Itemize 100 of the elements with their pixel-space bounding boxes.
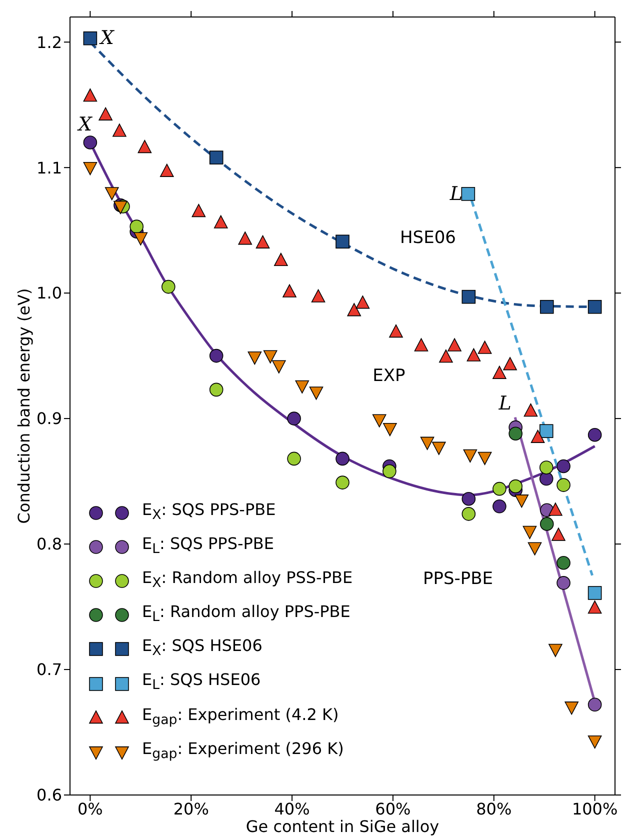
annotation: L bbox=[498, 392, 512, 414]
annotation: EXP bbox=[372, 366, 406, 386]
point bbox=[478, 340, 492, 354]
legend-label: E$_{X}$: SQS HSE06 bbox=[142, 635, 262, 662]
point bbox=[162, 280, 176, 294]
point bbox=[588, 600, 602, 614]
point bbox=[508, 426, 522, 441]
y-tick-label: 1.1 bbox=[36, 158, 62, 178]
point bbox=[588, 300, 602, 314]
point bbox=[556, 459, 570, 474]
point bbox=[552, 528, 566, 541]
point bbox=[478, 452, 492, 465]
x-tick-label: 100% bbox=[572, 799, 618, 818]
point bbox=[462, 290, 476, 304]
point bbox=[130, 220, 144, 234]
point bbox=[492, 482, 506, 496]
point bbox=[548, 644, 562, 657]
annotation: X bbox=[76, 113, 94, 136]
point bbox=[263, 350, 278, 364]
point bbox=[209, 382, 224, 397]
point bbox=[336, 234, 350, 249]
point bbox=[134, 232, 148, 246]
point bbox=[104, 187, 119, 200]
y-axis-title: Conduction band energy (eV) bbox=[14, 288, 34, 524]
y-tick-label: 0.9 bbox=[36, 409, 62, 428]
annotation: PPS-PBE bbox=[422, 569, 494, 589]
point bbox=[192, 204, 206, 218]
annotation: L bbox=[448, 182, 462, 205]
point bbox=[114, 200, 128, 214]
point bbox=[138, 140, 152, 154]
point bbox=[336, 452, 350, 466]
point bbox=[556, 478, 570, 492]
point bbox=[287, 452, 301, 466]
point bbox=[540, 300, 554, 314]
point bbox=[83, 136, 98, 150]
point bbox=[466, 348, 481, 362]
point bbox=[83, 162, 98, 176]
legend-label: E$_{gap}$: Experiment (296 K) bbox=[142, 738, 344, 764]
x-axis-title: Ge content in SiGe alloy bbox=[246, 817, 440, 836]
point bbox=[588, 586, 602, 600]
point bbox=[336, 476, 350, 490]
point bbox=[508, 479, 522, 494]
point bbox=[347, 303, 362, 316]
x-tick-label: 80% bbox=[476, 799, 512, 818]
point bbox=[492, 499, 506, 514]
point bbox=[209, 150, 224, 164]
point bbox=[389, 324, 403, 338]
point bbox=[414, 338, 428, 352]
point bbox=[272, 360, 286, 374]
point bbox=[524, 403, 538, 417]
point bbox=[98, 107, 112, 120]
point bbox=[209, 348, 224, 363]
x-tick-label: 20% bbox=[173, 799, 209, 818]
point bbox=[462, 507, 476, 521]
point bbox=[83, 88, 98, 102]
point bbox=[522, 526, 537, 540]
point bbox=[382, 464, 396, 478]
y-tick-label: 0.6 bbox=[36, 786, 62, 805]
legend-label: E$_{X}$: Random alloy PSS-PBE bbox=[142, 566, 353, 594]
point bbox=[461, 187, 476, 201]
point bbox=[448, 338, 462, 352]
x-tick-label: 40% bbox=[274, 799, 310, 818]
x-tick-label: 0% bbox=[77, 799, 103, 818]
point bbox=[539, 424, 554, 438]
point bbox=[282, 284, 296, 298]
point bbox=[432, 442, 446, 455]
annotation: X bbox=[98, 27, 116, 50]
point bbox=[463, 449, 478, 462]
point bbox=[462, 492, 476, 506]
point bbox=[309, 386, 324, 400]
point bbox=[564, 702, 578, 715]
y-tick-label: 0.7 bbox=[36, 660, 62, 680]
point bbox=[503, 357, 517, 370]
point bbox=[588, 735, 602, 749]
point bbox=[540, 517, 554, 531]
point bbox=[372, 414, 386, 428]
point bbox=[439, 350, 453, 363]
point bbox=[311, 289, 326, 302]
y-tick-label: 1.0 bbox=[36, 284, 62, 303]
y-tick-label: 1.2 bbox=[36, 32, 62, 52]
point bbox=[214, 215, 228, 228]
point bbox=[556, 556, 570, 570]
point bbox=[160, 164, 174, 177]
point bbox=[274, 252, 288, 266]
point bbox=[588, 428, 602, 442]
point bbox=[83, 31, 98, 46]
legend-label: E$_{X}$: SQS PPS-PBE bbox=[142, 498, 276, 525]
point bbox=[514, 494, 529, 508]
legend-label: E$_{gap}$: Experiment (4.2 K) bbox=[142, 704, 339, 730]
point bbox=[256, 235, 270, 248]
point bbox=[112, 124, 126, 137]
point bbox=[248, 351, 262, 365]
point bbox=[295, 380, 310, 394]
legend-label: E$_{L}$: Random alloy PPS-PBE bbox=[142, 601, 350, 628]
point bbox=[356, 296, 370, 309]
point bbox=[548, 502, 562, 516]
legend-label: E$_{L}$: SQS PPS-PBE bbox=[142, 532, 274, 559]
point bbox=[383, 422, 397, 436]
point bbox=[530, 430, 545, 443]
legend-label: E$_{L}$: SQS HSE06 bbox=[142, 669, 261, 696]
